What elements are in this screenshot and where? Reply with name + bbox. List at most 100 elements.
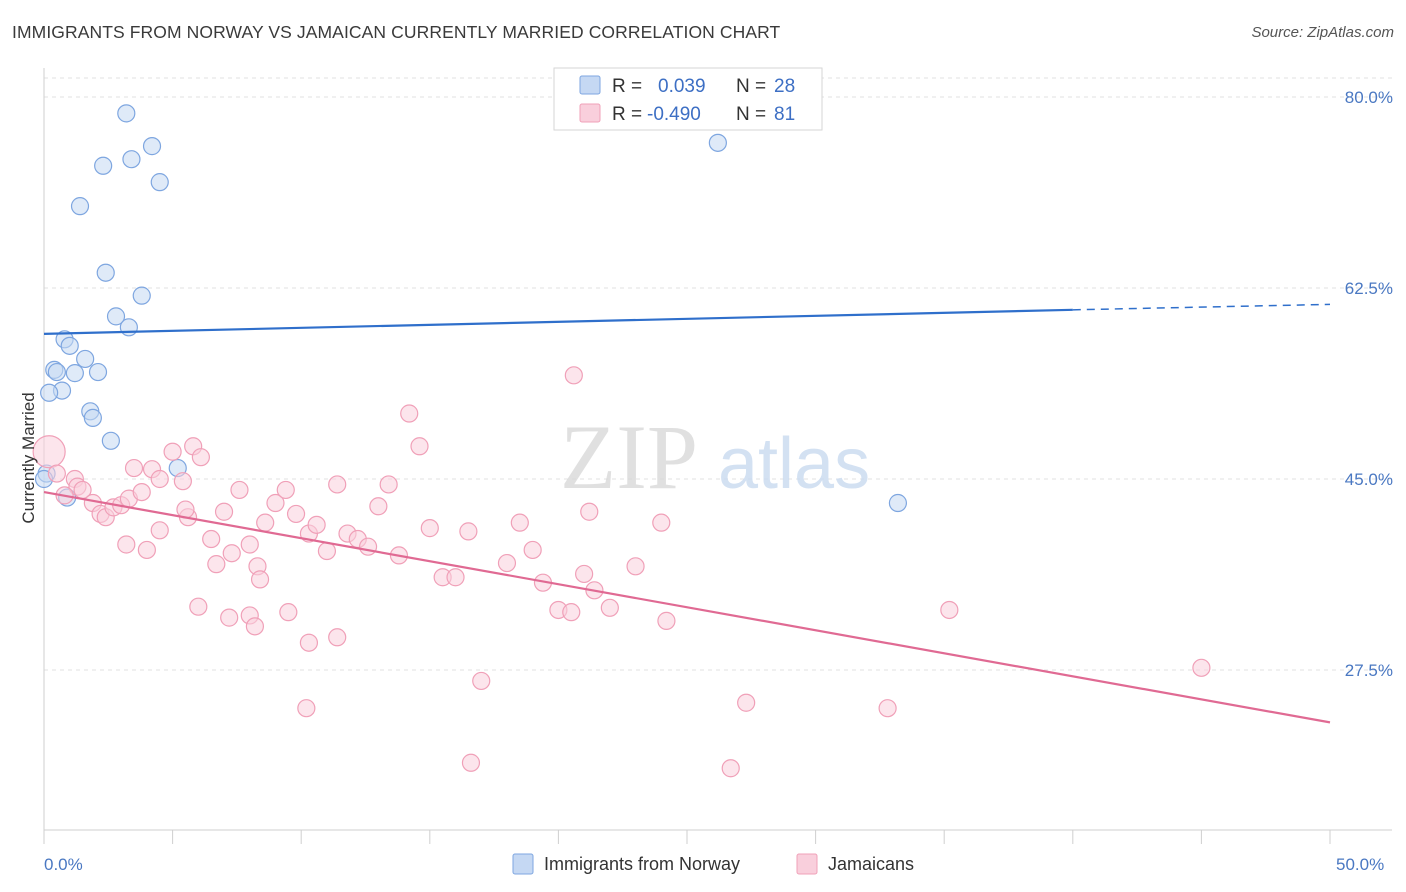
legend-r-label-norway: R = (612, 76, 642, 97)
jamaicans-point-49 (279, 603, 298, 622)
jamaicans-point-77 (737, 693, 756, 712)
jamaicans-point-45 (150, 521, 169, 540)
jamaicans-point-76 (721, 759, 740, 778)
jamaicans-point-17 (173, 472, 192, 491)
norway-point-5 (70, 197, 90, 216)
norway-trend-line (43, 308, 1073, 335)
jamaicans-point-23 (222, 544, 241, 563)
legend-n-value-jamaicans: 81 (774, 104, 795, 125)
y-tick-label-2: 62.5% (1345, 279, 1393, 298)
norway-point-1 (142, 137, 162, 156)
jamaicans-point-51 (220, 608, 239, 627)
norway-point-8 (132, 286, 151, 305)
legend-r-label-jamaicans: R = (612, 104, 642, 125)
jamaicans-point-43 (117, 535, 136, 554)
jamaicans-point-38 (369, 497, 388, 516)
bottom-legend-swatch-norway (512, 853, 534, 875)
norway-point-12 (60, 336, 79, 355)
bottom-legend-swatch-jamaicans (796, 853, 818, 875)
trend-lines (43, 303, 1331, 724)
jamaicans-point-15 (150, 469, 169, 489)
norway-point-16 (65, 364, 84, 383)
legend-r-value-norway: 0.039 (658, 76, 706, 97)
x-tick-max: 50.0% (1336, 855, 1384, 874)
y-axis-label: Currently Married (19, 392, 38, 523)
norway-trend-extension (1072, 303, 1331, 311)
jamaicans-point-59 (446, 568, 465, 587)
norway-point-9 (106, 307, 126, 326)
jamaicans-point-71 (580, 502, 599, 521)
jamaicans-point-62 (497, 553, 517, 573)
jamaicans-point-73 (626, 557, 645, 576)
jamaicans-point-29 (276, 480, 295, 500)
jamaicans-point-61 (472, 671, 491, 691)
jamaicans-point-67 (562, 603, 581, 622)
watermark: ZIP atlas (560, 406, 870, 508)
jamaicans-point-22 (214, 502, 234, 521)
jamaicans-point-13 (132, 482, 151, 502)
data-points (32, 104, 1211, 778)
norway-point-26 (888, 493, 908, 513)
jamaicans-point-32 (307, 515, 326, 534)
jamaicans-point-68 (575, 564, 594, 584)
norway-point-19 (40, 383, 59, 402)
chart-title: IMMIGRANTS FROM NORWAY VS JAMAICAN CURRE… (12, 22, 781, 42)
legend-r-value-jamaicans: -0.490 (647, 104, 701, 125)
norway-point-15 (47, 362, 66, 382)
jamaicans-point-24 (230, 480, 249, 500)
norway-point-2 (122, 150, 141, 169)
jamaicans-point-1 (47, 464, 66, 483)
jamaicans-point-81 (461, 753, 481, 772)
jamaicans-trend-line (43, 491, 1331, 724)
jamaicans-point-33 (317, 541, 337, 561)
jamaicans-point-72 (600, 598, 619, 617)
jamaicans-point-20 (191, 448, 210, 467)
x-tick-min: 0.0% (44, 855, 83, 874)
jamaicans-point-70 (564, 366, 583, 385)
grid-lines (44, 77, 1392, 671)
jamaicans-point-12 (124, 458, 144, 478)
y-tick-label-3: 80.0% (1345, 88, 1393, 107)
bottom-legend-label-jamaicans: Jamaicans (828, 854, 914, 874)
y-tick-labels: 27.5% 45.0% 62.5% 80.0% (1345, 88, 1393, 680)
legend-swatch-jamaicans (579, 103, 601, 123)
legend-n-value-norway: 28 (774, 76, 795, 97)
jamaicans-point-39 (379, 475, 398, 494)
jamaicans-point-57 (420, 519, 439, 538)
norway-point-10 (119, 318, 138, 337)
jamaicans-point-16 (163, 442, 182, 461)
jamaicans-point-55 (328, 628, 347, 647)
jamaicans-point-74 (652, 513, 671, 532)
norway-point-6 (708, 133, 727, 152)
legend-n-label-jamaicans: N = (736, 104, 766, 125)
norway-point-7 (96, 263, 115, 282)
jamaicans-point-50 (189, 597, 208, 616)
jamaicans-point-48 (250, 570, 270, 589)
x-tick-labels: 0.0% 50.0% (44, 855, 1384, 874)
jamaicans-point-37 (358, 537, 378, 556)
watermark-zip: ZIP (560, 406, 698, 508)
bottom-legend-label-norway: Immigrants from Norway (544, 854, 740, 874)
jamaicans-point-21 (202, 529, 221, 549)
jamaicans-point-25 (240, 535, 259, 554)
jamaicans-point-64 (523, 540, 542, 560)
jamaicans-point-79 (940, 600, 959, 620)
jamaicans-point-56 (297, 699, 316, 718)
jamaicans-point-54 (299, 633, 319, 652)
norway-point-4 (150, 173, 169, 192)
jamaicans-point-30 (286, 504, 306, 524)
jamaicans-point-53 (245, 617, 265, 636)
jamaicans-point-42 (410, 437, 429, 456)
legend-n-label-norway: N = (736, 76, 766, 97)
jamaicans-point-60 (459, 522, 478, 541)
jamaicans-point-28 (266, 493, 285, 513)
jamaicans-point-34 (328, 475, 347, 494)
jamaicans-point-41 (400, 404, 419, 423)
norway-point-21 (83, 408, 102, 427)
jamaicans-point-80 (1192, 658, 1211, 677)
source-label: Source: ZipAtlas.com (1251, 24, 1394, 41)
jamaicans-point-0 (32, 435, 66, 469)
norway-point-22 (101, 431, 120, 450)
jamaicans-point-63 (510, 513, 529, 532)
